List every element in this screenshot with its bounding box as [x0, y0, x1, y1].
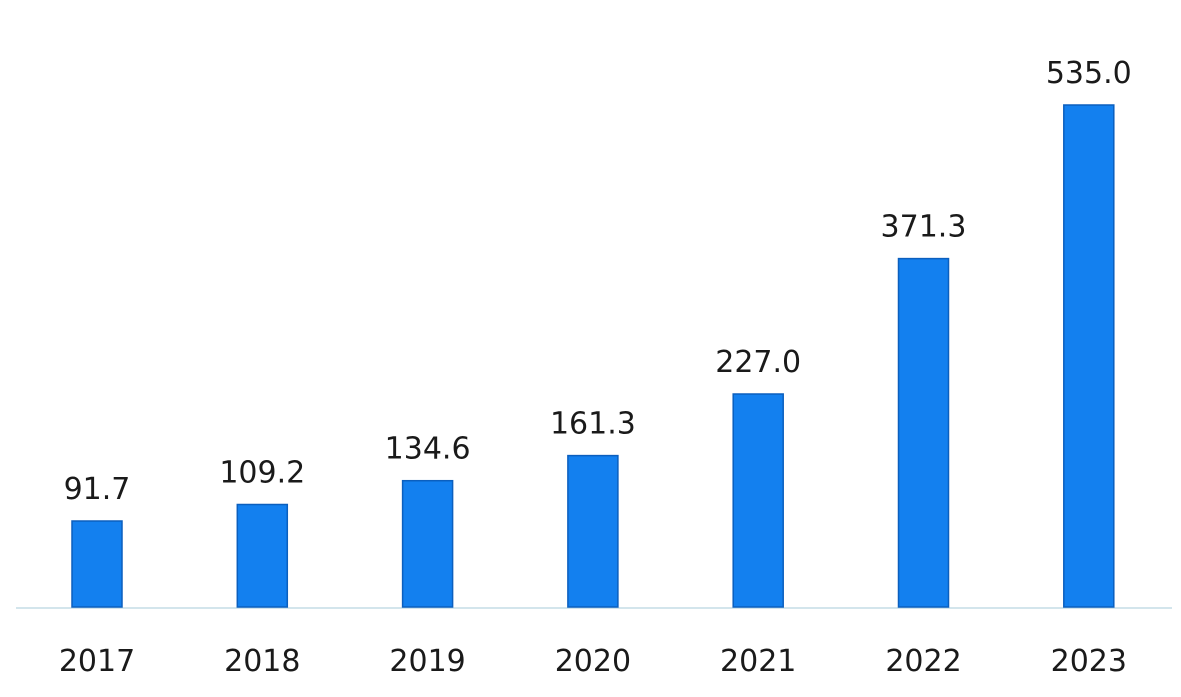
- value-labels-group: 91.7 109.2 134.6 161.3 227.0 371.3 535.0: [64, 56, 1132, 507]
- x-tick-label-2018: 2018: [224, 644, 300, 679]
- x-tick-label-2022: 2022: [885, 644, 961, 679]
- bar-2021: [732, 393, 784, 608]
- x-tick-label-2019: 2019: [389, 644, 465, 679]
- bar-2018: [236, 503, 289, 608]
- x-tick-label-2023: 2023: [1051, 644, 1127, 679]
- value-label-2023: 535.0: [1046, 56, 1132, 91]
- value-label-2020: 161.3: [550, 407, 636, 442]
- value-label-2019: 134.6: [385, 432, 471, 467]
- bar-2022: [897, 257, 950, 608]
- x-tick-label-2020: 2020: [555, 644, 631, 679]
- bar-2017: [71, 520, 123, 608]
- value-label-2018: 109.2: [219, 456, 305, 491]
- value-label-2021: 227.0: [715, 345, 801, 380]
- bars-group: [71, 104, 1115, 608]
- x-tick-label-2021: 2021: [720, 644, 796, 679]
- x-tick-label-2017: 2017: [59, 644, 135, 679]
- x-axis-tick-labels: 2017 2018 2019 2020 2021 2022 2023: [59, 644, 1127, 679]
- bar-2019: [401, 479, 454, 608]
- bar-2023: [1063, 104, 1115, 608]
- value-label-2017: 91.7: [64, 472, 131, 507]
- bar-2020: [567, 454, 619, 608]
- value-label-2022: 371.3: [881, 210, 967, 245]
